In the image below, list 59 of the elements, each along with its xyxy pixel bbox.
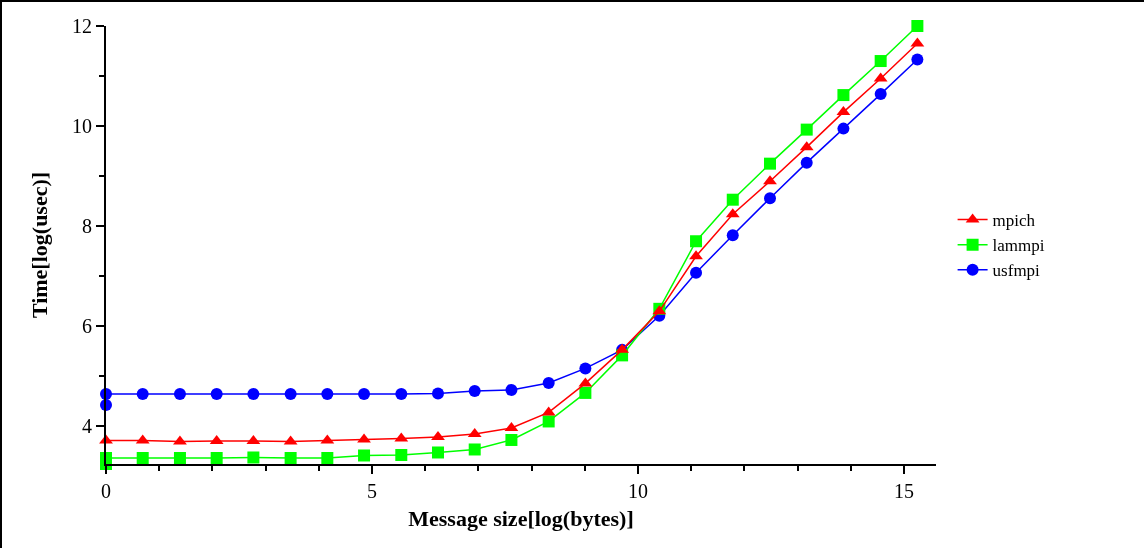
point — [837, 89, 850, 102]
point — [357, 433, 371, 443]
y-tick-label: 6 — [82, 315, 92, 338]
point — [505, 433, 518, 446]
point — [763, 175, 777, 185]
point — [247, 451, 260, 464]
legend-label: mpich — [992, 211, 1036, 231]
point — [689, 250, 703, 260]
point — [136, 387, 149, 400]
point — [690, 235, 703, 248]
y-axis-title: Time[log(usec)] — [27, 171, 53, 319]
point — [800, 156, 813, 169]
point — [505, 383, 518, 396]
point — [911, 53, 924, 66]
point — [395, 387, 408, 400]
point — [358, 387, 371, 400]
point — [432, 446, 444, 459]
y-tick-label: 4 — [82, 415, 92, 438]
y-tick-label: 12 — [72, 15, 92, 37]
x-axis-title: Message size[log(bytes)] — [408, 506, 634, 532]
x-tick-label: 10 — [628, 480, 649, 502]
point — [911, 20, 924, 32]
point — [321, 387, 334, 400]
point — [874, 88, 887, 101]
point — [395, 448, 408, 461]
point — [210, 387, 223, 400]
point — [358, 449, 371, 462]
legend-label: lammpi — [992, 236, 1045, 256]
point — [431, 430, 445, 440]
point — [173, 435, 187, 445]
point — [173, 451, 186, 464]
legend-label: usfmpi — [992, 261, 1041, 281]
point — [542, 376, 555, 389]
point — [321, 451, 334, 464]
point — [136, 451, 149, 464]
point — [764, 192, 776, 205]
point — [210, 451, 223, 464]
point — [284, 451, 297, 464]
point — [542, 415, 555, 428]
point — [874, 55, 887, 68]
point — [284, 387, 297, 400]
point — [800, 123, 813, 136]
y-tick-label: 10 — [72, 115, 92, 138]
point — [173, 387, 186, 400]
point — [432, 387, 444, 400]
point — [764, 157, 776, 170]
point — [247, 387, 260, 400]
point — [726, 229, 739, 242]
point — [837, 122, 850, 135]
x-tick-label: 15 — [894, 480, 915, 502]
point — [579, 362, 592, 375]
y-tick-label: 8 — [82, 215, 92, 238]
x-tick-label: 5 — [367, 480, 378, 502]
point — [468, 384, 481, 397]
point — [468, 443, 481, 456]
point — [726, 193, 739, 206]
x-tick-label: 0 — [101, 480, 111, 502]
point — [690, 266, 703, 279]
point — [579, 386, 592, 399]
